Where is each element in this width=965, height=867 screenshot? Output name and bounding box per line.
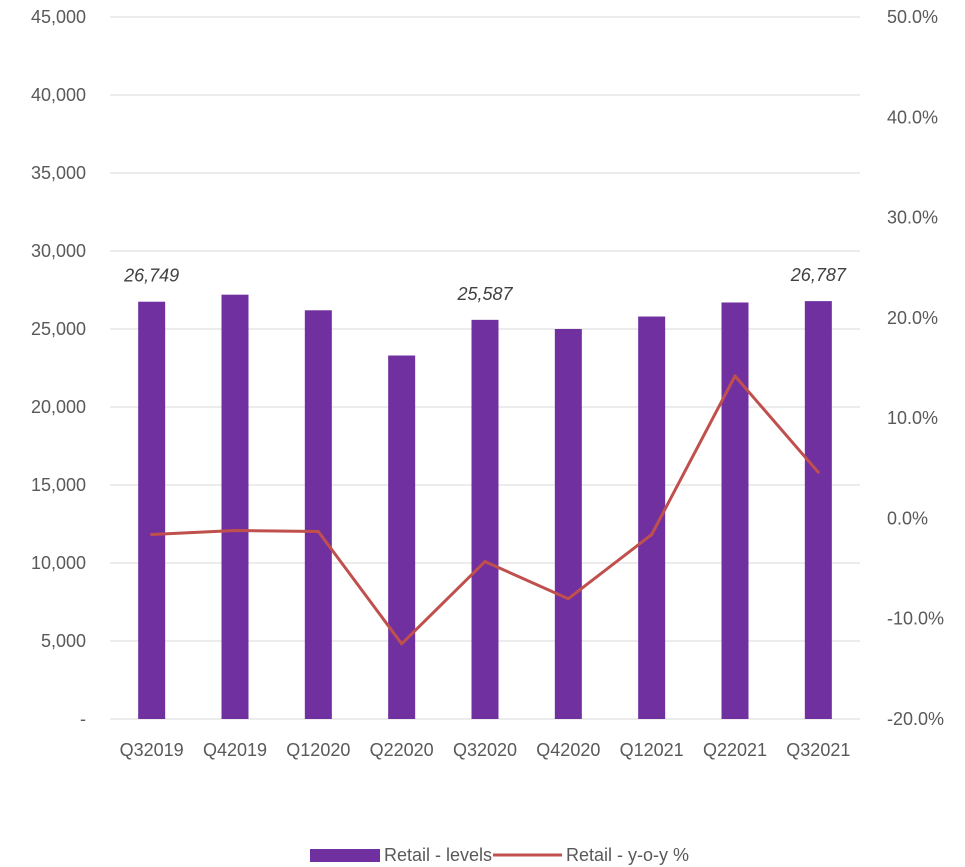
legend-swatch-bar xyxy=(310,849,380,862)
yoy-point xyxy=(483,560,487,564)
bar-data-label: 26,787 xyxy=(790,265,847,285)
left-tick-label: 40,000 xyxy=(31,85,86,105)
legend-item-yoy[interactable]: Retail - y-o-y % xyxy=(493,845,689,865)
left-tick-label: 35,000 xyxy=(31,163,86,183)
left-tick-label: 10,000 xyxy=(31,553,86,573)
bar xyxy=(304,310,332,719)
line-series xyxy=(150,374,820,646)
category-label: Q12021 xyxy=(620,740,684,760)
right-axis-ticks: -20.0% -10.0% 0.0% 10.0% 20.0% 30.0% 40.0% 50.0… xyxy=(887,7,944,729)
bar-series xyxy=(138,294,832,719)
yoy-point xyxy=(400,642,404,646)
legend-label-yoy: Retail - y-o-y % xyxy=(566,845,689,865)
left-tick-label: 45,000 xyxy=(31,7,86,27)
left-tick-label: - xyxy=(80,709,86,729)
x-axis-categories: Q32019 Q42019 Q12020 Q22020 Q32020 Q42020 Q120… xyxy=(120,740,851,760)
category-label: Q32021 xyxy=(786,740,850,760)
right-tick-label: 20.0% xyxy=(887,308,938,328)
bar xyxy=(138,301,166,719)
category-label: Q32019 xyxy=(120,740,184,760)
bar xyxy=(554,329,582,719)
left-tick-label: 25,000 xyxy=(31,319,86,339)
bar-data-label: 25,587 xyxy=(456,284,513,304)
legend-label-levels: Retail - levels xyxy=(384,845,492,865)
right-tick-label: 40.0% xyxy=(887,107,938,127)
bar xyxy=(221,294,249,719)
yoy-point xyxy=(650,532,654,536)
yoy-point xyxy=(733,374,737,378)
legend-item-levels[interactable]: Retail - levels xyxy=(310,845,492,865)
right-tick-label: -10.0% xyxy=(887,609,944,629)
bar xyxy=(471,319,499,719)
yoy-point xyxy=(233,528,237,532)
left-tick-label: 15,000 xyxy=(31,475,86,495)
right-tick-label: 50.0% xyxy=(887,7,938,27)
left-tick-label: 5,000 xyxy=(41,631,86,651)
category-label: Q42019 xyxy=(203,740,267,760)
category-label: Q22021 xyxy=(703,740,767,760)
right-tick-label: 30.0% xyxy=(887,208,938,228)
yoy-point xyxy=(566,597,570,601)
yoy-point xyxy=(316,529,320,533)
right-tick-label: -20.0% xyxy=(887,709,944,729)
left-axis-ticks: - 5,000 10,000 15,000 20,000 25,000 30,000 35,0… xyxy=(31,7,86,729)
left-tick-label: 30,000 xyxy=(31,241,86,261)
category-label: Q22020 xyxy=(370,740,434,760)
right-tick-label: 10.0% xyxy=(887,408,938,428)
bar xyxy=(721,302,749,719)
bar xyxy=(388,355,416,719)
category-label: Q32020 xyxy=(453,740,517,760)
yoy-point xyxy=(150,532,154,536)
bar-data-label: 26,749 xyxy=(123,266,179,286)
left-tick-label: 20,000 xyxy=(31,397,86,417)
category-label: Q12020 xyxy=(286,740,350,760)
legend: Retail - levels Retail - y-o-y % xyxy=(310,845,689,865)
data-labels: 26,749 25,587 26,787 xyxy=(123,265,847,304)
bar xyxy=(804,301,832,719)
category-label: Q42020 xyxy=(536,740,600,760)
yoy-point xyxy=(816,470,820,474)
right-tick-label: 0.0% xyxy=(887,508,928,528)
